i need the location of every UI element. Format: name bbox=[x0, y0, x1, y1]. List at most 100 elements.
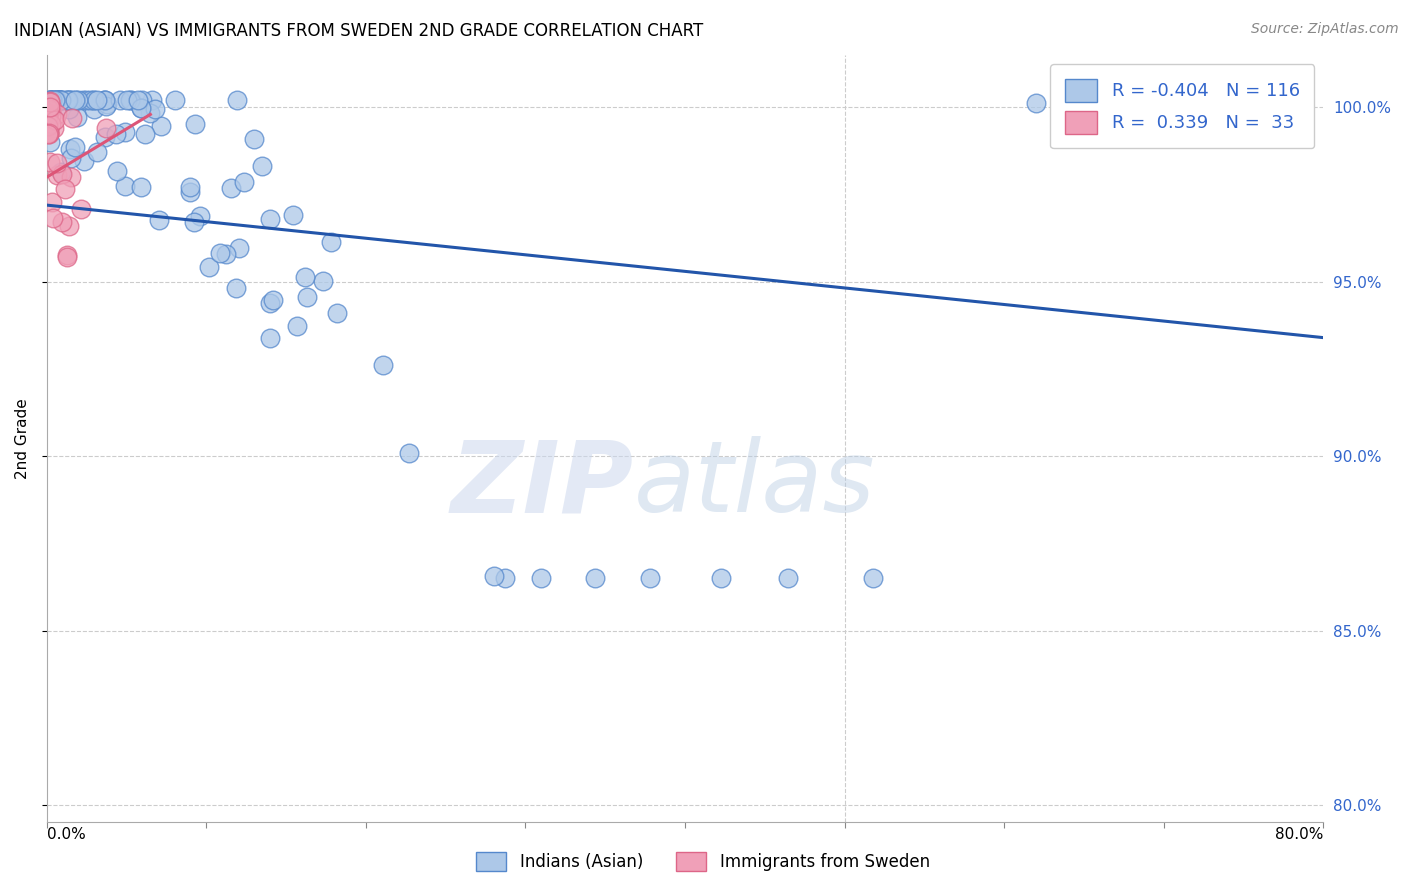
Point bbox=[75, 94, 97, 108]
Point bbox=[294, 270, 316, 285]
Point bbox=[219, 181, 242, 195]
Point bbox=[59, 142, 82, 156]
Point bbox=[39, 155, 62, 169]
Point bbox=[638, 571, 661, 585]
Text: Source: ZipAtlas.com: Source: ZipAtlas.com bbox=[1251, 22, 1399, 37]
Point bbox=[41, 94, 63, 108]
Point bbox=[42, 95, 65, 109]
Point bbox=[583, 571, 606, 585]
Point bbox=[48, 94, 70, 108]
Point bbox=[59, 170, 82, 185]
Legend: R = -0.404   N = 116, R =  0.339   N =  33: R = -0.404 N = 116, R = 0.339 N = 33 bbox=[1050, 64, 1315, 148]
Point bbox=[67, 94, 90, 108]
Point bbox=[110, 94, 132, 108]
Point bbox=[129, 101, 152, 115]
Point bbox=[37, 128, 59, 142]
Point bbox=[63, 140, 86, 154]
Point bbox=[105, 127, 128, 141]
Point bbox=[49, 94, 72, 108]
Point bbox=[118, 94, 141, 108]
Point bbox=[233, 175, 256, 189]
Point bbox=[39, 110, 62, 124]
Point bbox=[1184, 111, 1206, 125]
Point bbox=[46, 106, 69, 120]
Point bbox=[51, 167, 73, 181]
Point bbox=[58, 94, 80, 108]
Point bbox=[482, 569, 505, 583]
Point bbox=[63, 94, 86, 108]
Point bbox=[179, 185, 201, 199]
Point bbox=[86, 94, 108, 108]
Point bbox=[96, 99, 118, 113]
Point bbox=[58, 219, 80, 233]
Point bbox=[115, 94, 138, 108]
Point bbox=[179, 179, 201, 194]
Point bbox=[148, 213, 170, 227]
Y-axis label: 2nd Grade: 2nd Grade bbox=[15, 399, 30, 479]
Point bbox=[37, 106, 59, 120]
Point bbox=[55, 94, 77, 108]
Point bbox=[86, 145, 108, 159]
Point bbox=[41, 94, 63, 108]
Point bbox=[37, 101, 59, 115]
Point bbox=[45, 94, 67, 108]
Point bbox=[49, 165, 72, 179]
Point bbox=[105, 163, 128, 178]
Point bbox=[48, 94, 70, 108]
Point bbox=[42, 211, 65, 225]
Point bbox=[41, 94, 63, 108]
Legend: Indians (Asian), Immigrants from Sweden: Indians (Asian), Immigrants from Sweden bbox=[468, 843, 938, 880]
Point bbox=[46, 156, 69, 170]
Point bbox=[39, 117, 62, 131]
Point bbox=[44, 94, 66, 108]
Point bbox=[44, 120, 66, 135]
Point bbox=[41, 102, 63, 116]
Point bbox=[94, 94, 117, 108]
Point bbox=[131, 94, 153, 108]
Text: atlas: atlas bbox=[634, 436, 876, 533]
Point bbox=[319, 235, 342, 249]
Point bbox=[79, 94, 101, 108]
Point bbox=[149, 119, 172, 133]
Point bbox=[188, 209, 211, 223]
Point bbox=[225, 281, 247, 295]
Point bbox=[1105, 100, 1128, 114]
Point bbox=[285, 319, 308, 334]
Point bbox=[45, 168, 67, 182]
Point bbox=[96, 97, 118, 112]
Point bbox=[38, 96, 60, 111]
Point bbox=[326, 306, 349, 320]
Point bbox=[93, 94, 115, 108]
Point bbox=[44, 113, 66, 128]
Point bbox=[56, 94, 79, 108]
Point bbox=[38, 127, 60, 141]
Point bbox=[1184, 101, 1206, 115]
Point bbox=[530, 571, 553, 585]
Point bbox=[38, 125, 60, 139]
Point bbox=[72, 94, 94, 108]
Point bbox=[39, 95, 62, 109]
Point bbox=[114, 125, 136, 139]
Point bbox=[259, 212, 281, 227]
Text: INDIAN (ASIAN) VS IMMIGRANTS FROM SWEDEN 2ND GRADE CORRELATION CHART: INDIAN (ASIAN) VS IMMIGRANTS FROM SWEDEN… bbox=[14, 22, 703, 40]
Point bbox=[48, 94, 70, 108]
Point bbox=[312, 274, 335, 288]
Point bbox=[139, 105, 162, 120]
Point bbox=[51, 94, 73, 108]
Point bbox=[208, 245, 231, 260]
Point bbox=[250, 159, 273, 173]
Point bbox=[94, 129, 117, 144]
Point bbox=[259, 331, 281, 345]
Point bbox=[39, 94, 62, 108]
Point bbox=[38, 94, 60, 108]
Point bbox=[1279, 109, 1302, 123]
Point bbox=[776, 571, 799, 585]
Point bbox=[49, 94, 72, 108]
Point bbox=[39, 95, 62, 109]
Point bbox=[58, 102, 80, 116]
Point bbox=[83, 102, 105, 116]
Point bbox=[59, 94, 82, 108]
Point bbox=[37, 110, 59, 124]
Point bbox=[373, 358, 395, 372]
Point bbox=[120, 94, 142, 108]
